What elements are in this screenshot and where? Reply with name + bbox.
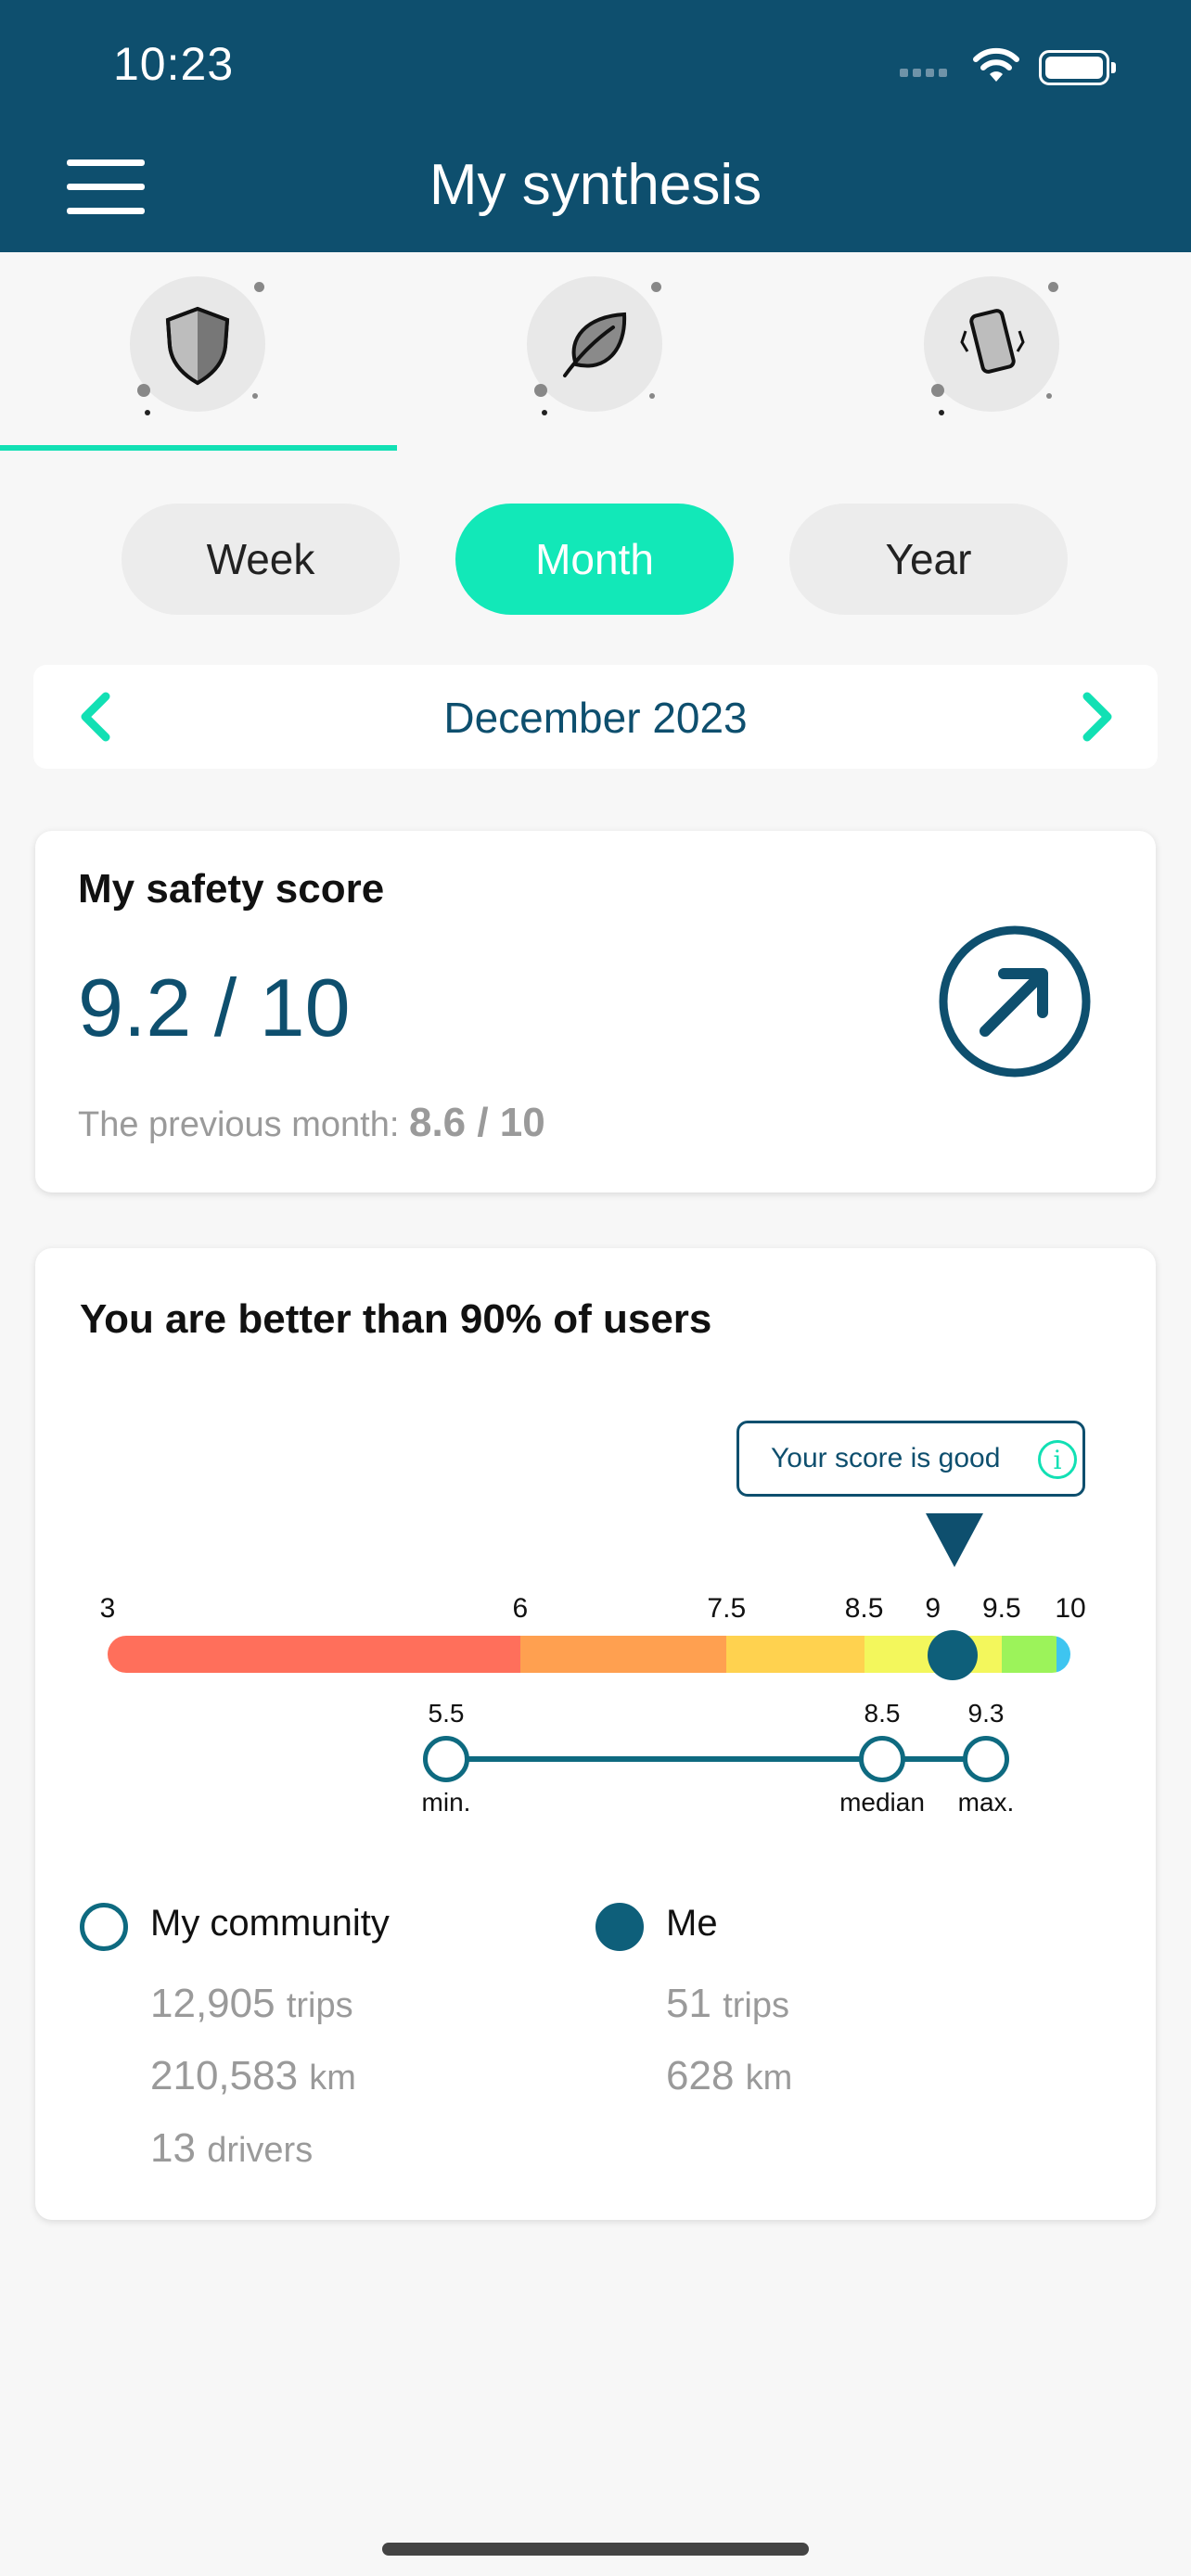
battery-icon — [1039, 50, 1116, 85]
info-icon[interactable]: i — [1038, 1440, 1077, 1479]
wifi-icon — [973, 47, 1019, 82]
me-label: Me — [666, 1903, 718, 1944]
category-tabs — [0, 252, 1191, 456]
card-title: My safety score — [78, 866, 385, 912]
previous-month-score: The previous month: 8.6 / 10 — [78, 1100, 545, 1146]
community-trips: 12,905 trips — [150, 1981, 353, 2027]
scale-tick-label: 9 — [925, 1593, 941, 1624]
community-drivers-value: 13 — [150, 2125, 196, 2171]
community-drivers: 13 drivers — [150, 2125, 313, 2172]
range-max-value: 9.3 — [967, 1699, 1005, 1728]
period-year-button[interactable]: Year — [789, 504, 1068, 615]
status-time: 10:23 — [113, 38, 235, 90]
scale-tick-label: 9.5 — [981, 1593, 1021, 1624]
period-week-button[interactable]: Week — [122, 504, 400, 615]
vibrating-phone-icon — [960, 309, 1025, 374]
tab-eco[interactable] — [397, 252, 794, 456]
community-km: 210,583 km — [150, 2053, 356, 2099]
community-range-line — [443, 1756, 972, 1762]
community-km-unit: km — [309, 2059, 356, 2098]
previous-month-value: 8.6 / 10 — [408, 1100, 545, 1145]
range-median-label: median — [839, 1788, 925, 1817]
scale-segment — [1001, 1636, 1057, 1673]
scale-tick-label: 6 — [512, 1593, 529, 1624]
scale-tick-label: 8.5 — [844, 1593, 884, 1624]
range-max-label: max. — [957, 1788, 1015, 1817]
safety-score-card[interactable]: My safety score 9.2 / 10 The previous mo… — [35, 831, 1156, 1192]
scale-segment — [519, 1636, 727, 1673]
scale-segment — [1057, 1636, 1070, 1673]
community-legend-icon — [80, 1903, 128, 1951]
me-km-unit: km — [745, 2059, 793, 2098]
score-pointer — [926, 1513, 983, 1567]
me-legend-icon — [596, 1903, 644, 1951]
active-tab-indicator — [0, 445, 397, 451]
community-trips-value: 12,905 — [150, 1981, 275, 2026]
tab-safety[interactable] — [0, 252, 397, 456]
my-score-marker — [928, 1630, 978, 1680]
comparison-title: You are better than 90% of users — [80, 1296, 712, 1342]
scale-tick-label: 7.5 — [707, 1593, 747, 1624]
score-scale-bar — [108, 1636, 1070, 1673]
current-month-label: December 2023 — [443, 694, 748, 742]
safety-score-value: 9.2 / 10 — [78, 962, 351, 1053]
leaf-icon — [563, 312, 627, 377]
scale-tick-label: 10 — [1055, 1593, 1086, 1624]
range-max-node — [963, 1736, 1009, 1782]
me-km-value: 628 — [666, 2053, 735, 2098]
period-month-button[interactable]: Month — [455, 504, 734, 615]
me-km: 628 km — [666, 2053, 792, 2099]
cellular-signal-icon — [900, 65, 952, 82]
scale-segment — [726, 1636, 864, 1673]
range-min-label: min. — [421, 1788, 471, 1817]
home-indicator[interactable] — [382, 2543, 809, 2556]
range-min-value: 5.5 — [428, 1699, 465, 1728]
chevron-right-icon[interactable] — [1070, 691, 1122, 743]
range-median-node — [859, 1736, 905, 1782]
scale-segment — [108, 1636, 520, 1673]
me-trips-unit: trips — [723, 1986, 789, 2025]
trend-up-arrow-icon[interactable] — [937, 924, 1093, 1079]
comparison-card: You are better than 90% of users Your sc… — [35, 1248, 1156, 2220]
community-trips-unit: trips — [286, 1986, 353, 2025]
range-min-node — [423, 1736, 469, 1782]
range-median-value: 8.5 — [864, 1699, 901, 1728]
shield-icon — [165, 306, 230, 386]
scale-tick-label: 3 — [99, 1593, 116, 1624]
page-title: My synthesis — [429, 153, 762, 217]
app-header: 10:23 My synthesis — [0, 0, 1191, 252]
month-navigator: December 2023 — [33, 665, 1158, 769]
tooltip-text: Your score is good — [771, 1443, 1001, 1473]
community-km-value: 210,583 — [150, 2053, 299, 2098]
score-tooltip[interactable]: Your score is good i — [736, 1421, 1085, 1497]
me-trips: 51 trips — [666, 1981, 789, 2027]
tab-distraction[interactable] — [794, 252, 1191, 456]
community-drivers-unit: drivers — [207, 2131, 314, 2170]
previous-month-label: The previous month: — [78, 1105, 400, 1144]
me-trips-value: 51 — [666, 1981, 711, 2026]
chevron-left-icon[interactable] — [70, 691, 122, 743]
menu-button[interactable] — [67, 159, 145, 219]
community-label: My community — [150, 1903, 390, 1944]
